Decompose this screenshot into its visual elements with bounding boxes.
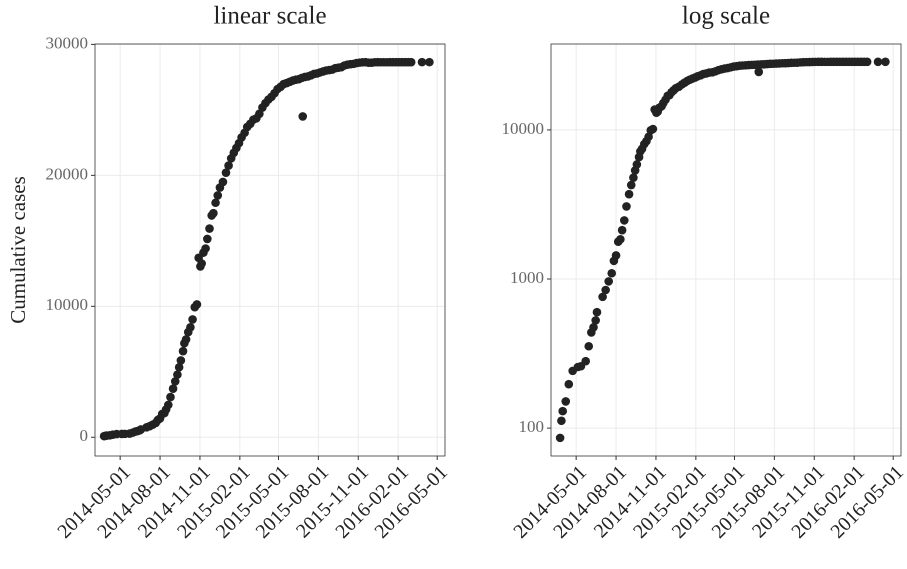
y-tick-label: 0 [80, 426, 89, 445]
point [425, 57, 434, 67]
point [176, 356, 186, 365]
point [186, 322, 195, 332]
point [205, 224, 214, 233]
point [604, 277, 613, 286]
point [584, 341, 594, 351]
point [558, 406, 568, 416]
point [417, 57, 427, 67]
point [168, 384, 178, 394]
point [619, 216, 629, 225]
point [170, 377, 180, 386]
point [211, 198, 220, 208]
point [224, 161, 233, 170]
point [648, 124, 658, 134]
point [629, 173, 638, 182]
point [617, 225, 627, 235]
y-tick-label: 30000 [46, 33, 89, 52]
point [209, 208, 218, 218]
y-axis-label: Cumulative cases [6, 176, 30, 324]
point [298, 112, 308, 121]
point [591, 316, 600, 325]
point [632, 160, 642, 169]
chart-title: linear scale [213, 3, 326, 30]
point [213, 191, 223, 200]
point [557, 416, 566, 426]
point [626, 180, 636, 190]
y-tick-label: 10000 [46, 295, 89, 314]
chart-title: log scale [682, 3, 770, 30]
point [218, 177, 228, 187]
point [601, 285, 610, 295]
y-tick-label: 100 [519, 417, 545, 436]
point [166, 392, 175, 402]
y-tick-label: 20000 [46, 164, 89, 183]
plot-background [551, 44, 901, 456]
point [873, 57, 883, 67]
point [201, 244, 210, 253]
point [192, 300, 202, 309]
point [611, 251, 621, 260]
point [561, 397, 571, 406]
point [203, 234, 212, 244]
point [406, 57, 416, 67]
point [178, 346, 188, 356]
point [173, 370, 182, 379]
point [197, 259, 206, 268]
point [589, 323, 598, 332]
point [564, 379, 574, 389]
point [862, 57, 872, 67]
point [881, 57, 890, 67]
point [163, 400, 173, 410]
point [188, 315, 197, 324]
point [221, 168, 231, 177]
point [581, 356, 590, 366]
point [607, 268, 617, 278]
y-tick-label: 1000 [510, 268, 544, 287]
plot-border [550, 43, 902, 457]
point [181, 335, 191, 344]
plot-background [95, 44, 445, 456]
point [616, 234, 625, 244]
point [754, 67, 764, 77]
point [622, 202, 631, 211]
point [555, 433, 565, 443]
point [592, 307, 602, 317]
y-tick-label: 10000 [502, 119, 545, 138]
point [598, 292, 607, 302]
point [624, 189, 634, 199]
plot-border [94, 43, 446, 457]
point [174, 362, 184, 372]
